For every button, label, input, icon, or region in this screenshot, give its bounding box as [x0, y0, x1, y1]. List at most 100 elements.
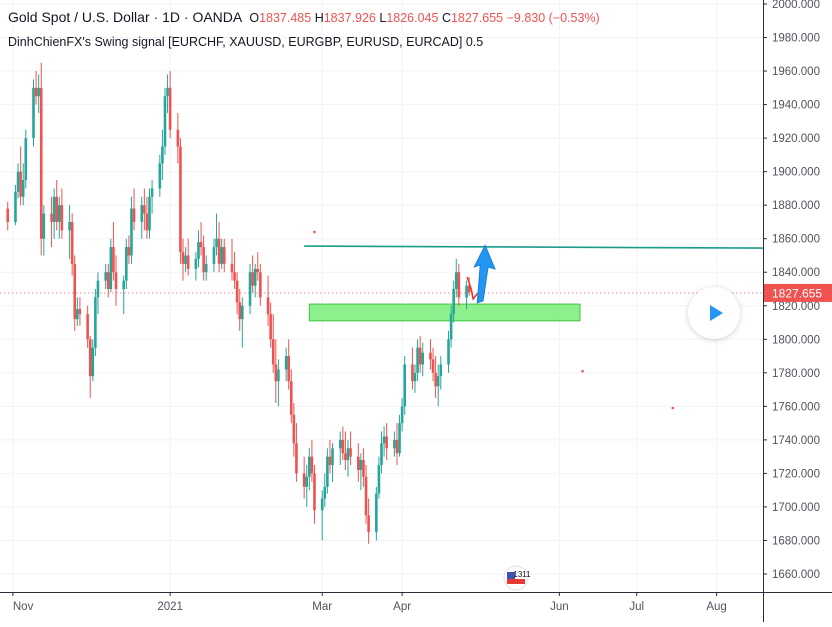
- candle-body: [24, 138, 28, 181]
- candle: [230, 238, 234, 281]
- levels: [0, 245, 764, 322]
- logo-stripe: [507, 579, 525, 584]
- candle: [199, 221, 203, 256]
- candle: [150, 180, 154, 214]
- candle: [338, 431, 342, 466]
- candle-body: [251, 272, 254, 286]
- candle-body: [259, 272, 262, 298]
- candle-body: [367, 515, 370, 533]
- time-tick-label: Nov: [13, 601, 34, 613]
- price-axis[interactable]: 1660.000 1680.000 1700.000 1720.000 1740.000…: [763, 0, 832, 622]
- candle: [395, 423, 399, 466]
- candle: [55, 180, 59, 231]
- candle-body: [431, 359, 435, 373]
- timeframe-label[interactable]: 1D: [162, 9, 180, 25]
- symbol-title[interactable]: Gold Spot / U.S. Dollar: [8, 9, 150, 25]
- candle-body: [186, 255, 190, 269]
- candle: [233, 252, 236, 289]
- price-tick-label: 1980.000: [772, 33, 820, 45]
- candle-body: [220, 247, 223, 264]
- candle-body: [418, 347, 422, 365]
- candle-body: [467, 285, 471, 293]
- candle: [125, 238, 128, 289]
- candle: [295, 423, 298, 482]
- candle-body: [179, 146, 182, 253]
- candle-body: [341, 439, 345, 454]
- candle-body: [310, 456, 314, 474]
- candle: [346, 439, 350, 477]
- candle-body: [308, 456, 311, 477]
- candle: [130, 196, 133, 264]
- candle: [393, 431, 396, 457]
- candle: [73, 255, 77, 331]
- candle-body: [230, 263, 234, 273]
- candle-body: [269, 314, 272, 340]
- close-value: 1827.655: [450, 11, 504, 25]
- candle-body: [166, 87, 169, 97]
- candle: [344, 431, 347, 471]
- candle-body: [326, 456, 329, 487]
- candle-body: [457, 272, 461, 298]
- candle-body: [454, 272, 458, 289]
- high-label: H: [314, 11, 324, 25]
- candle: [91, 339, 95, 382]
- candle: [362, 448, 365, 487]
- logo-text: 1311: [513, 570, 531, 579]
- candle-body: [320, 498, 324, 511]
- candle-body: [215, 238, 218, 248]
- candle: [271, 314, 275, 373]
- candle-body: [148, 196, 151, 231]
- candle-body: [302, 473, 306, 487]
- candle: [158, 154, 162, 197]
- candle-body: [14, 191, 17, 222]
- candle: [434, 356, 437, 398]
- candle: [403, 356, 406, 415]
- candle: [259, 263, 262, 306]
- candle-body: [400, 406, 404, 424]
- candle: [76, 297, 79, 326]
- candle-body: [197, 242, 200, 259]
- candle: [341, 426, 345, 460]
- candle-body: [271, 339, 275, 365]
- candle: [377, 456, 381, 499]
- time-tick-label: 2021: [157, 601, 183, 613]
- candle: [235, 272, 239, 315]
- candle-body: [274, 364, 278, 382]
- candle: [217, 221, 221, 273]
- candle: [382, 426, 386, 457]
- candle: [194, 252, 198, 281]
- candle-body: [331, 448, 334, 466]
- play-button[interactable]: [688, 287, 740, 339]
- candle: [349, 431, 352, 466]
- candle: [212, 238, 216, 273]
- candle-body: [398, 423, 401, 454]
- candle: [109, 238, 113, 293]
- candle: [248, 263, 252, 315]
- candle: [400, 397, 404, 432]
- candle-body: [168, 87, 172, 130]
- price-tick-label: 1940.000: [772, 100, 820, 112]
- candle-body: [452, 289, 455, 315]
- signal-hook: [466, 276, 478, 301]
- candle-body: [184, 255, 187, 264]
- candle-body: [449, 314, 453, 340]
- candle: [222, 238, 226, 273]
- candle-body: [377, 465, 381, 494]
- candle-body: [429, 352, 432, 360]
- candle: [413, 364, 417, 393]
- time-tick-label: Jul: [629, 601, 644, 613]
- candle: [274, 339, 278, 403]
- candle-body: [37, 87, 40, 97]
- candle-body: [130, 208, 133, 256]
- candle: [6, 201, 10, 231]
- indicator-legend[interactable]: DinhChienFX's Swing signal [EURCHF, XAUU…: [8, 35, 484, 49]
- exchange-label: OANDA: [192, 9, 242, 25]
- candle: [179, 138, 182, 264]
- candle: [88, 335, 92, 398]
- candle: [289, 369, 293, 424]
- support-zone: [308, 303, 581, 322]
- time-axis[interactable]: Nov 2021 Mar Apr Jun Jul Aug: [0, 592, 832, 613]
- candle-body: [158, 163, 162, 189]
